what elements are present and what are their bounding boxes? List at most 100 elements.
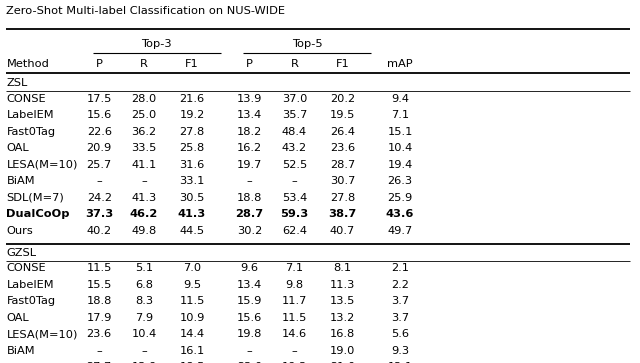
Text: Fast0Tag: Fast0Tag bbox=[6, 127, 56, 137]
Text: 15.9: 15.9 bbox=[237, 296, 262, 306]
Text: 19.8: 19.8 bbox=[237, 329, 262, 339]
Text: R: R bbox=[140, 59, 148, 69]
Text: 3.7: 3.7 bbox=[391, 296, 409, 306]
Text: 9.5: 9.5 bbox=[183, 280, 201, 290]
Text: 13.4: 13.4 bbox=[237, 110, 262, 120]
Text: –: – bbox=[141, 176, 147, 186]
Text: Top-3: Top-3 bbox=[141, 39, 172, 49]
Text: 23.6: 23.6 bbox=[330, 143, 355, 153]
Text: –: – bbox=[247, 176, 252, 186]
Text: 23.0: 23.0 bbox=[237, 362, 262, 363]
Text: DualCoOp: DualCoOp bbox=[6, 209, 70, 219]
Text: 18.2: 18.2 bbox=[237, 127, 262, 137]
Text: 15.5: 15.5 bbox=[86, 280, 112, 290]
Text: 16.1: 16.1 bbox=[179, 346, 205, 356]
Text: 28.0: 28.0 bbox=[131, 94, 157, 104]
Text: 27.8: 27.8 bbox=[330, 193, 355, 203]
Text: CONSE: CONSE bbox=[6, 263, 46, 273]
Text: 16.8: 16.8 bbox=[330, 329, 355, 339]
Text: 49.8: 49.8 bbox=[131, 226, 157, 236]
Text: mAP: mAP bbox=[387, 59, 413, 69]
Text: 10.9: 10.9 bbox=[179, 313, 205, 323]
Text: 13.9: 13.9 bbox=[131, 362, 157, 363]
Text: 14.4: 14.4 bbox=[179, 329, 205, 339]
Text: 3.7: 3.7 bbox=[391, 313, 409, 323]
Text: CONSE: CONSE bbox=[6, 94, 46, 104]
Text: 11.5: 11.5 bbox=[179, 296, 205, 306]
Text: F1: F1 bbox=[185, 59, 199, 69]
Text: 28.7: 28.7 bbox=[330, 160, 355, 170]
Text: 33.5: 33.5 bbox=[131, 143, 157, 153]
Text: 9.8: 9.8 bbox=[285, 280, 303, 290]
Text: 40.2: 40.2 bbox=[86, 226, 112, 236]
Text: 14.6: 14.6 bbox=[282, 329, 307, 339]
Text: 12.1: 12.1 bbox=[387, 362, 413, 363]
Text: 2.2: 2.2 bbox=[391, 280, 409, 290]
Text: 30.7: 30.7 bbox=[330, 176, 355, 186]
Text: 7.9: 7.9 bbox=[135, 313, 153, 323]
Text: SDL(M=7): SDL(M=7) bbox=[6, 362, 64, 363]
Text: 30.2: 30.2 bbox=[237, 226, 262, 236]
Text: 25.7: 25.7 bbox=[86, 160, 112, 170]
Text: –: – bbox=[292, 176, 297, 186]
Text: 5.6: 5.6 bbox=[391, 329, 409, 339]
Text: 17.5: 17.5 bbox=[86, 94, 112, 104]
Text: Method: Method bbox=[6, 59, 49, 69]
Text: 22.6: 22.6 bbox=[86, 127, 112, 137]
Text: 62.4: 62.4 bbox=[282, 226, 307, 236]
Text: 7.1: 7.1 bbox=[285, 263, 303, 273]
Text: 10.4: 10.4 bbox=[387, 143, 413, 153]
Text: 35.7: 35.7 bbox=[282, 110, 307, 120]
Text: 8.1: 8.1 bbox=[333, 263, 351, 273]
Text: F1: F1 bbox=[335, 59, 349, 69]
Text: 30.5: 30.5 bbox=[179, 193, 205, 203]
Text: 46.2: 46.2 bbox=[130, 209, 158, 219]
Text: ZSL: ZSL bbox=[6, 78, 28, 89]
Text: 52.5: 52.5 bbox=[282, 160, 307, 170]
Text: –: – bbox=[247, 346, 252, 356]
Text: R: R bbox=[291, 59, 298, 69]
Text: OAL: OAL bbox=[6, 143, 29, 153]
Text: 7.1: 7.1 bbox=[391, 110, 409, 120]
Text: 9.6: 9.6 bbox=[241, 263, 259, 273]
Text: 27.7: 27.7 bbox=[86, 362, 112, 363]
Text: 23.6: 23.6 bbox=[86, 329, 112, 339]
Text: 15.6: 15.6 bbox=[86, 110, 112, 120]
Text: P: P bbox=[246, 59, 253, 69]
Text: 37.0: 37.0 bbox=[282, 94, 307, 104]
Text: 9.4: 9.4 bbox=[391, 94, 409, 104]
Text: 19.2: 19.2 bbox=[179, 110, 205, 120]
Text: 15.1: 15.1 bbox=[387, 127, 413, 137]
Text: OAL: OAL bbox=[6, 313, 29, 323]
Text: 11.7: 11.7 bbox=[282, 296, 307, 306]
Text: –: – bbox=[97, 176, 102, 186]
Text: 26.4: 26.4 bbox=[330, 127, 355, 137]
Text: 44.5: 44.5 bbox=[179, 226, 205, 236]
Text: 33.1: 33.1 bbox=[179, 176, 205, 186]
Text: 49.7: 49.7 bbox=[387, 226, 413, 236]
Text: –: – bbox=[97, 346, 102, 356]
Text: 10.4: 10.4 bbox=[131, 329, 157, 339]
Text: BiAM: BiAM bbox=[6, 346, 35, 356]
Text: Ours: Ours bbox=[6, 226, 33, 236]
Text: LabelEM: LabelEM bbox=[6, 280, 54, 290]
Text: 37.3: 37.3 bbox=[85, 209, 113, 219]
Text: GZSL: GZSL bbox=[6, 248, 36, 258]
Text: 19.7: 19.7 bbox=[237, 160, 262, 170]
Text: 53.4: 53.4 bbox=[282, 193, 307, 203]
Text: 13.2: 13.2 bbox=[330, 313, 355, 323]
Text: 13.4: 13.4 bbox=[237, 280, 262, 290]
Text: 27.8: 27.8 bbox=[179, 127, 205, 137]
Text: LESA(M=10): LESA(M=10) bbox=[6, 160, 78, 170]
Text: 7.0: 7.0 bbox=[183, 263, 201, 273]
Text: 43.2: 43.2 bbox=[282, 143, 307, 153]
Text: 18.8: 18.8 bbox=[237, 193, 262, 203]
Text: 19.4: 19.4 bbox=[387, 160, 413, 170]
Text: 20.2: 20.2 bbox=[330, 94, 355, 104]
Text: 5.1: 5.1 bbox=[135, 263, 153, 273]
Text: 25.0: 25.0 bbox=[131, 110, 157, 120]
Text: 48.4: 48.4 bbox=[282, 127, 307, 137]
Text: 19.5: 19.5 bbox=[330, 110, 355, 120]
Text: –: – bbox=[141, 346, 147, 356]
Text: 19.3: 19.3 bbox=[282, 362, 307, 363]
